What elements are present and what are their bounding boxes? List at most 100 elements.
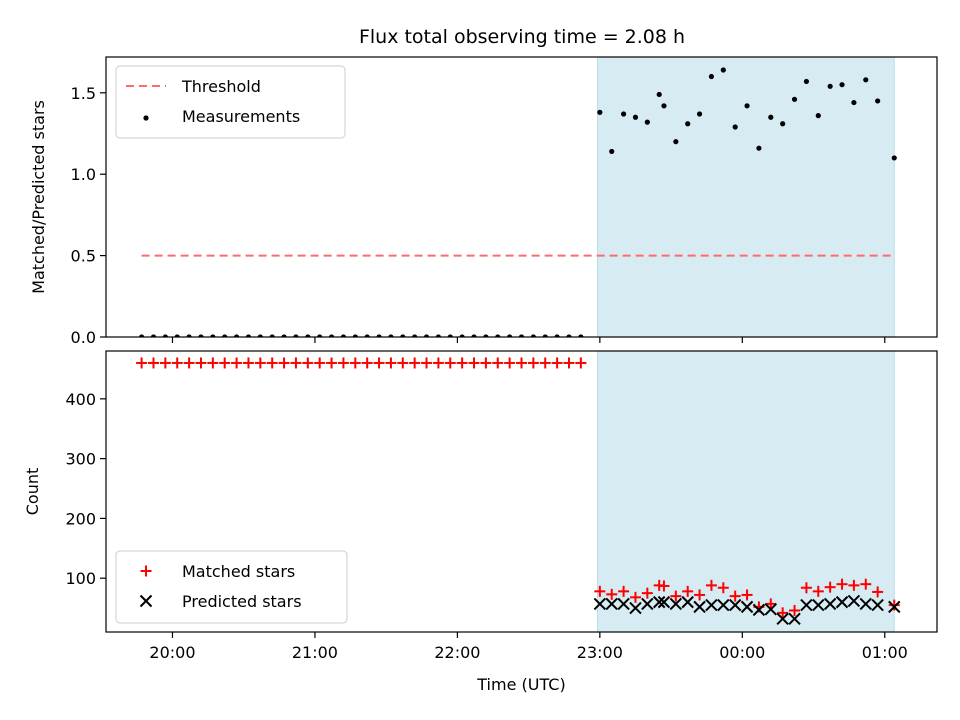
predicted-star-point [617,597,630,611]
matched-star-point [551,357,563,369]
top-panel: 0.0 0.5 1.0 1.5 Matched/Predicted stars Thres… [29,56,938,347]
matched-star-point [504,357,516,369]
measurement-point [281,334,287,337]
measurement-point [530,334,536,337]
matched-star-point [516,357,527,369]
x-tick-label: 21:00 [292,643,338,662]
legend-label: Matched stars [182,562,295,581]
measurement-point [447,334,453,337]
matched-star-point [266,357,278,369]
matched-star-point [824,581,836,593]
measurement-point [685,121,691,127]
measurement-point [186,334,192,337]
legend-entry: Measurements [143,107,300,126]
measurement-point [518,334,525,337]
measurement-point [305,334,311,337]
matched-star-point [432,357,444,369]
predicted-star-point [764,603,778,616]
measurement-point [257,334,263,337]
legend: Matched stars Predicted stars [115,550,348,624]
matched-star-point [361,357,373,369]
measurement-point [162,334,168,337]
y-tick-label: 200 [65,509,96,528]
matched-star-point [397,357,409,369]
measurement-point [174,334,180,337]
measurement-point [210,334,216,337]
measurement-point [803,78,810,85]
measurement-point [791,96,798,102]
matched-star-point [349,357,361,369]
measurement-point [423,334,430,337]
matched-star-point [682,585,694,597]
matched-star-point [480,357,492,369]
measurement-point [815,113,821,119]
chart-title: Flux total observing time = 2.08 h [359,26,685,48]
legend-label: Threshold [181,77,261,96]
bottom-panel: 100 200 300 400 20:00 21:00 22:00 23:00 00:00 01:… [23,350,938,694]
y-tick-label: 0.5 [71,247,96,266]
matched-star-point [800,582,812,594]
matched-star-point [171,357,183,369]
matched-star-point [694,589,706,601]
predicted-star-point [888,600,901,614]
matched-star-point [836,578,848,590]
matched-star-point [207,357,219,369]
predicted-star-point [657,595,671,609]
measurement-point [400,334,406,337]
matched-star-point [872,586,884,598]
matched-star-point [594,585,606,597]
measurement-point [891,155,897,161]
measurement-point [839,82,845,88]
matched-star-point [468,357,480,369]
measurement-point [620,111,627,117]
measurement-point [507,334,513,337]
series-predicted-stars [593,594,901,626]
measurement-point [597,109,603,115]
legend-entry: Threshold [126,77,261,96]
legend-swatch [143,115,149,121]
predicted-star-point [705,598,718,612]
matched-star-point [373,357,385,369]
plot-area [136,357,901,626]
matched-star-point [888,599,900,611]
predicted-star-point [669,597,683,611]
measurement-point [388,334,394,337]
shaded-region [596,56,895,338]
axes-frame [105,56,938,338]
matched-star-point [278,357,290,369]
measurement-point [554,334,560,337]
predicted-star-point [653,595,666,609]
predicted-star-point [835,595,849,609]
legend-swatch [140,565,152,577]
y-tick-label: 400 [65,390,96,409]
series-measurements [139,67,897,337]
matched-star-point [717,582,729,594]
measurement-point [376,334,382,337]
matched-star-point [812,585,824,597]
matched-star-point [729,590,741,602]
measurement-point [222,334,228,337]
y-tick-label: 100 [65,569,96,588]
matched-star-point [195,357,207,369]
x-tick-label: 01:00 [862,643,908,662]
matched-star-point [606,588,618,600]
axes-frame [105,350,938,633]
measurement-point [756,145,762,151]
measurement-point [708,73,715,80]
predicted-star-point [728,598,742,612]
x-tick-label: 20:00 [149,643,195,662]
measurement-point [609,148,615,155]
matched-star-point [326,357,338,369]
matched-star-point [658,580,670,592]
measurement-point [578,334,584,337]
predicted-star-point [812,598,825,612]
measurement-point [364,334,370,337]
measurement-point [435,334,441,337]
measurement-point [483,334,489,337]
predicted-star-point [717,598,730,612]
matched-star-point [183,357,195,369]
measurement-point [459,334,465,337]
measurement-point [673,139,679,145]
measurement-point [139,334,145,337]
